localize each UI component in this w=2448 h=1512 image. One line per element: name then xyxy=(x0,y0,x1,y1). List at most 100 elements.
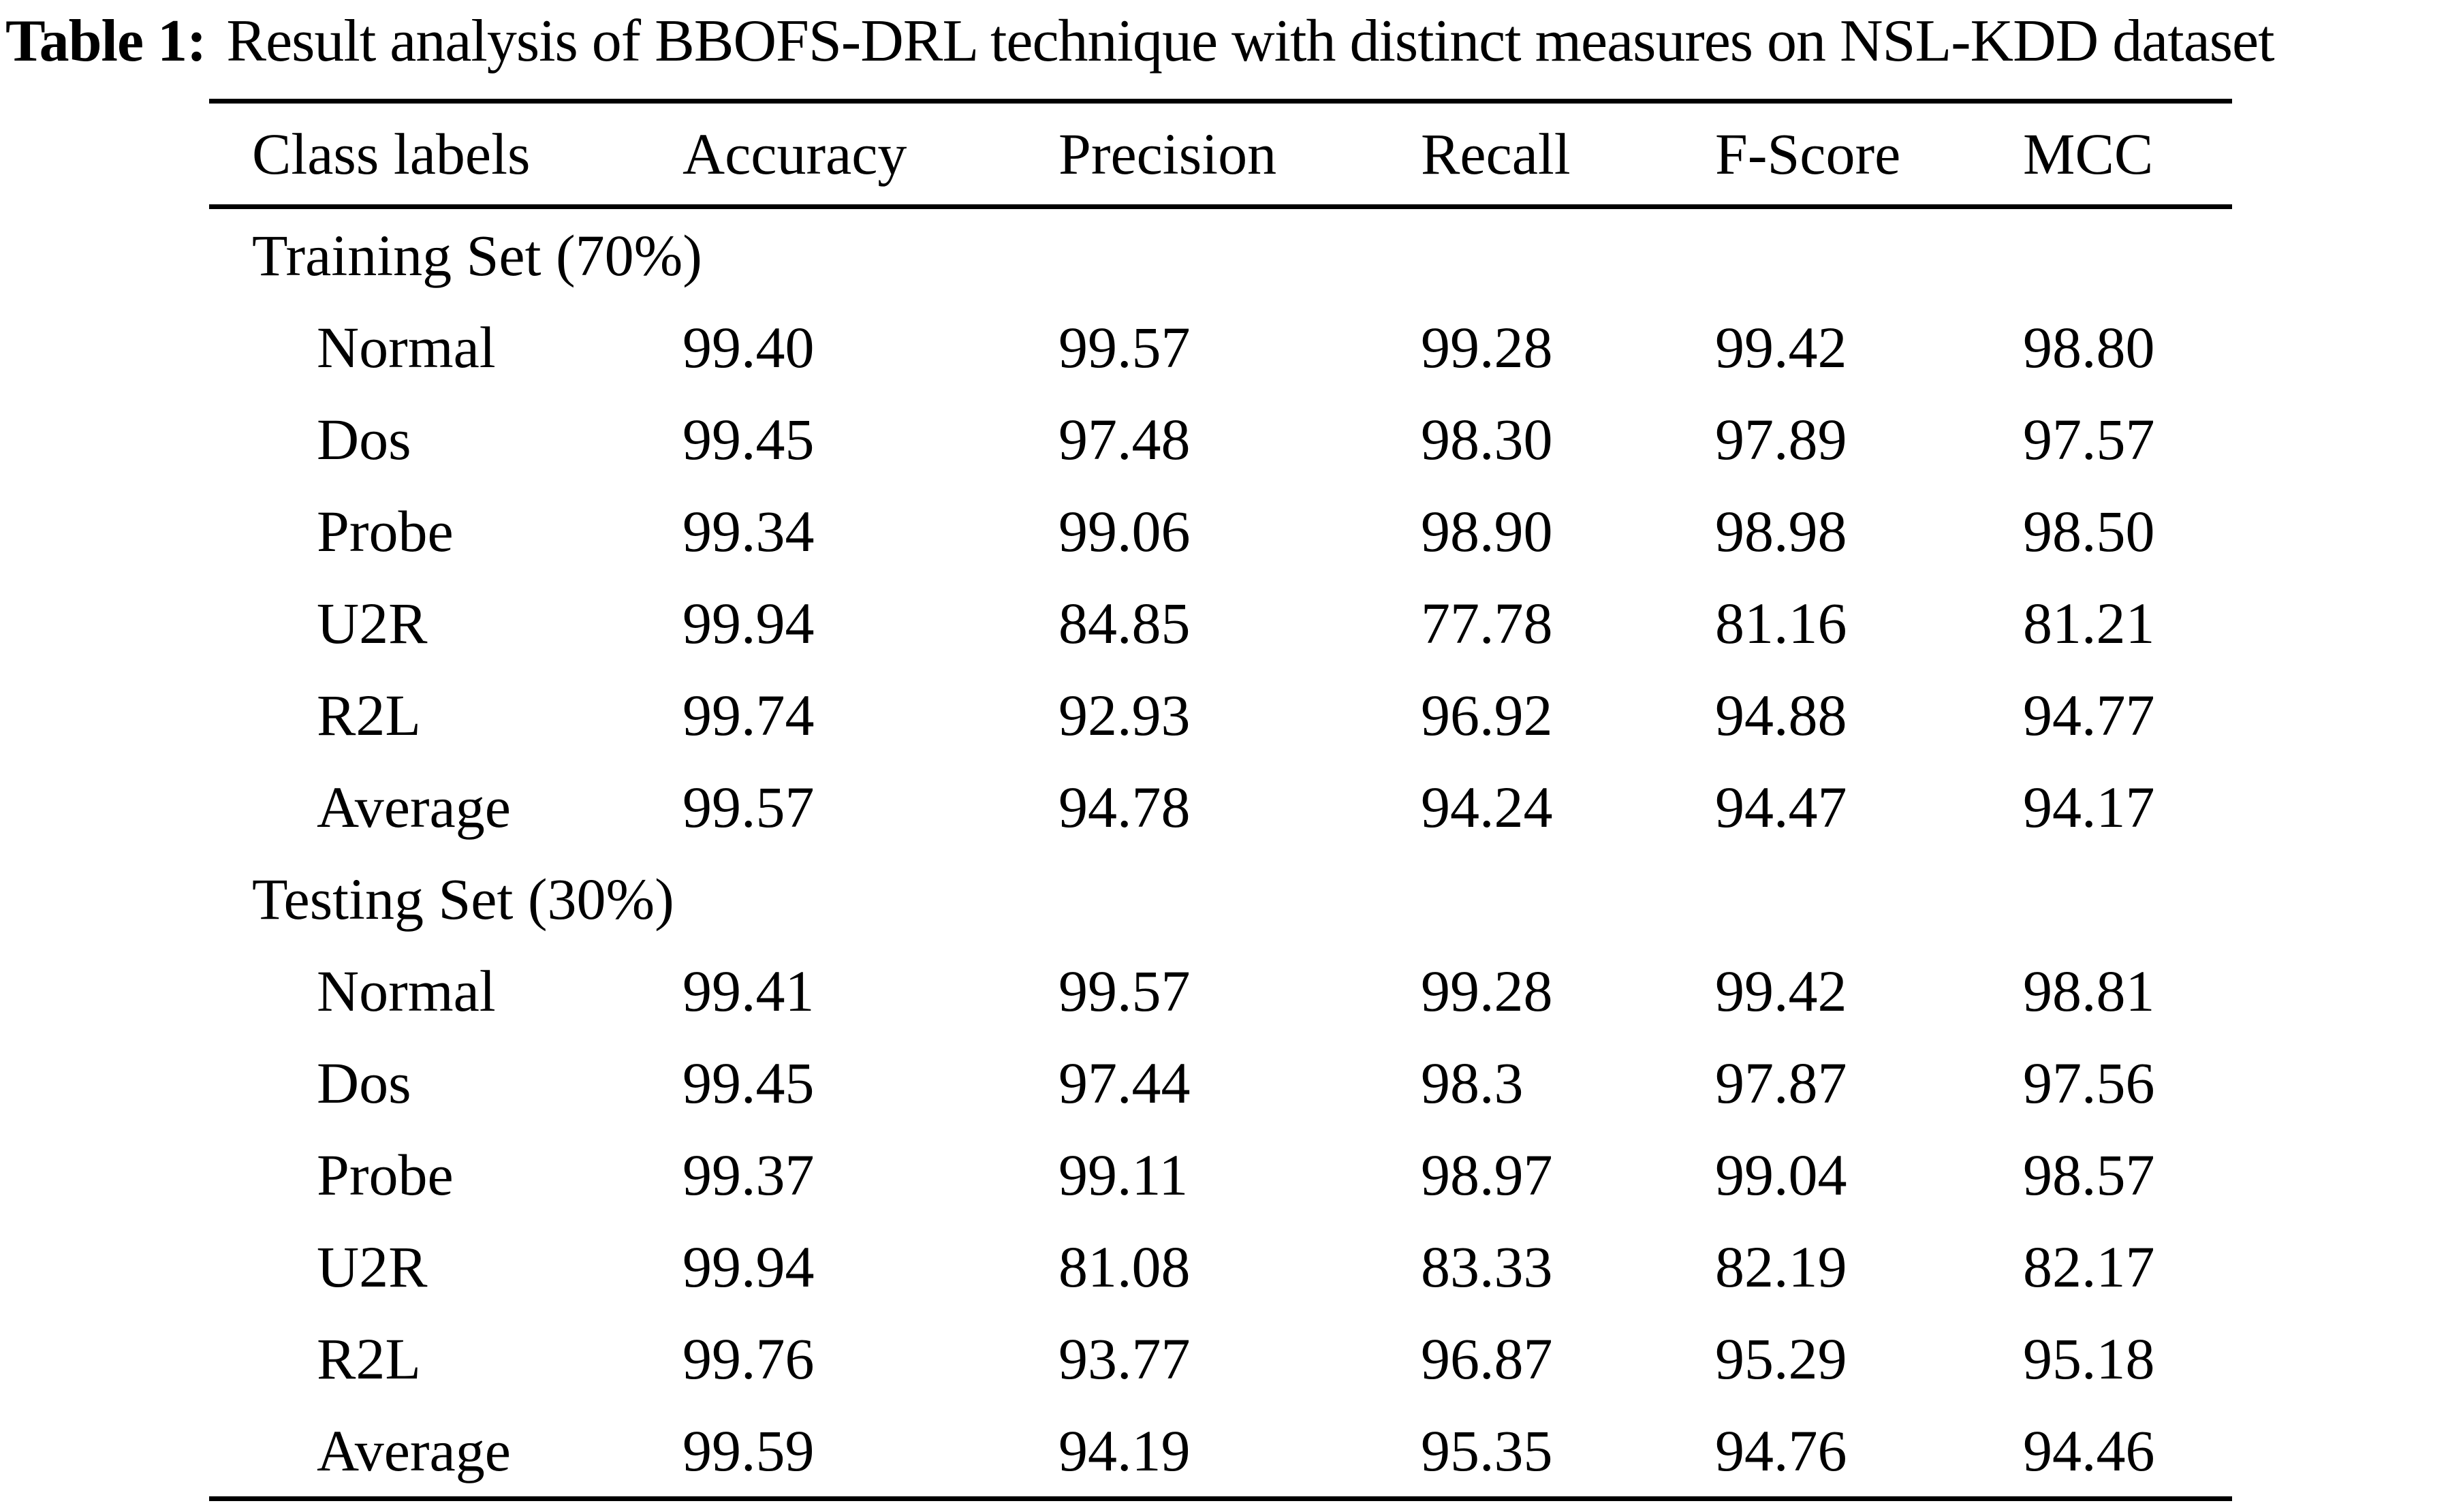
table-row-training-probe: Probe 99.34 99.06 98.90 98.98 98.50 xyxy=(209,485,2232,577)
class-label-cell: R2L xyxy=(317,682,421,748)
section-label-testing: Testing Set (30%) xyxy=(252,866,674,932)
table-header-row: Class labels Accuracy Precision Recall F… xyxy=(209,104,2232,209)
fscore-cell: 94.76 xyxy=(1715,1417,1847,1483)
precision-cell: 99.57 xyxy=(1058,958,1191,1024)
precision-cell: 81.08 xyxy=(1058,1233,1191,1300)
accuracy-cell: 99.76 xyxy=(682,1325,815,1391)
precision-cell: 97.44 xyxy=(1058,1050,1191,1116)
class-label-cell: Dos xyxy=(317,406,411,472)
accuracy-cell: 99.94 xyxy=(682,1233,815,1300)
fscore-cell: 82.19 xyxy=(1715,1233,1847,1300)
class-label-cell: Probe xyxy=(317,498,454,564)
class-label-cell: U2R xyxy=(317,590,428,656)
table-caption: Table 1: Result analysis of BBOFS-DRL tec… xyxy=(5,7,2275,76)
mcc-cell: 98.57 xyxy=(2023,1141,2155,1208)
column-header-class-labels: Class labels xyxy=(252,121,531,187)
mcc-cell: 94.17 xyxy=(2023,774,2155,840)
recall-cell: 98.3 xyxy=(1421,1050,1524,1116)
table-row-training-average: Average 99.57 94.78 94.24 94.47 94.17 xyxy=(209,761,2232,853)
table-row-training-normal: Normal 99.40 99.57 99.28 99.42 98.80 xyxy=(209,301,2232,393)
mcc-cell: 94.46 xyxy=(2023,1417,2155,1483)
mcc-cell: 97.57 xyxy=(2023,406,2155,472)
mcc-cell: 98.81 xyxy=(2023,958,2155,1024)
section-row-testing: Testing Set (30%) xyxy=(209,853,2232,945)
mcc-cell: 98.50 xyxy=(2023,498,2155,564)
accuracy-cell: 99.57 xyxy=(682,774,815,840)
accuracy-cell: 99.41 xyxy=(682,958,815,1024)
fscore-cell: 97.89 xyxy=(1715,406,1847,472)
recall-cell: 95.35 xyxy=(1421,1417,1553,1483)
table-row-testing-normal: Normal 99.41 99.57 99.28 99.42 98.81 xyxy=(209,945,2232,1037)
accuracy-cell: 99.45 xyxy=(682,406,815,472)
mcc-cell: 97.56 xyxy=(2023,1050,2155,1116)
fscore-cell: 99.42 xyxy=(1715,314,1847,380)
recall-cell: 96.87 xyxy=(1421,1325,1553,1391)
precision-cell: 94.78 xyxy=(1058,774,1191,840)
recall-cell: 98.30 xyxy=(1421,406,1553,472)
table-row-testing-u2r: U2R 99.94 81.08 83.33 82.19 82.17 xyxy=(209,1220,2232,1312)
mcc-cell: 94.77 xyxy=(2023,682,2155,748)
table-row-training-dos: Dos 99.45 97.48 98.30 97.89 97.57 xyxy=(209,393,2232,485)
section-row-training: Training Set (70%) xyxy=(209,209,2232,301)
column-header-precision: Precision xyxy=(1058,121,1277,187)
mcc-cell: 98.80 xyxy=(2023,314,2155,380)
class-label-cell: U2R xyxy=(317,1233,428,1300)
precision-cell: 93.77 xyxy=(1058,1325,1191,1391)
precision-cell: 97.48 xyxy=(1058,406,1191,472)
recall-cell: 99.28 xyxy=(1421,314,1553,380)
class-label-cell: Dos xyxy=(317,1050,411,1116)
column-header-recall: Recall xyxy=(1421,121,1571,187)
precision-cell: 99.06 xyxy=(1058,498,1191,564)
column-header-accuracy: Accuracy xyxy=(682,121,907,187)
fscore-cell: 81.16 xyxy=(1715,590,1847,656)
accuracy-cell: 99.94 xyxy=(682,590,815,656)
class-label-cell: R2L xyxy=(317,1325,421,1391)
fscore-cell: 94.47 xyxy=(1715,774,1847,840)
table-caption-label: Table 1: xyxy=(5,8,206,74)
accuracy-cell: 99.34 xyxy=(682,498,815,564)
recall-cell: 83.33 xyxy=(1421,1233,1553,1300)
class-label-cell: Normal xyxy=(317,958,496,1024)
accuracy-cell: 99.37 xyxy=(682,1141,815,1208)
mcc-cell: 95.18 xyxy=(2023,1325,2155,1391)
recall-cell: 94.24 xyxy=(1421,774,1553,840)
accuracy-cell: 99.74 xyxy=(682,682,815,748)
table-row-testing-dos: Dos 99.45 97.44 98.3 97.87 97.56 xyxy=(209,1037,2232,1129)
accuracy-cell: 99.45 xyxy=(682,1050,815,1116)
table-row-testing-probe: Probe 99.37 99.11 98.97 99.04 98.57 xyxy=(209,1129,2232,1220)
precision-cell: 99.11 xyxy=(1058,1141,1189,1208)
results-table: Class labels Accuracy Precision Recall F… xyxy=(209,99,2232,1501)
table-row-training-u2r: U2R 99.94 84.85 77.78 81.16 81.21 xyxy=(209,577,2232,669)
recall-cell: 99.28 xyxy=(1421,958,1553,1024)
class-label-cell: Average xyxy=(317,774,511,840)
table-caption-text: Result analysis of BBOFS-DRL technique w… xyxy=(226,8,2274,74)
fscore-cell: 99.42 xyxy=(1715,958,1847,1024)
accuracy-cell: 99.59 xyxy=(682,1417,815,1483)
class-label-cell: Normal xyxy=(317,314,496,380)
accuracy-cell: 99.40 xyxy=(682,314,815,380)
recall-cell: 98.90 xyxy=(1421,498,1553,564)
column-header-fscore: F-Score xyxy=(1715,121,1901,187)
precision-cell: 99.57 xyxy=(1058,314,1191,380)
class-label-cell: Probe xyxy=(317,1141,454,1208)
mcc-cell: 82.17 xyxy=(2023,1233,2155,1300)
precision-cell: 84.85 xyxy=(1058,590,1191,656)
recall-cell: 98.97 xyxy=(1421,1141,1553,1208)
fscore-cell: 97.87 xyxy=(1715,1050,1847,1116)
table-row-training-r2l: R2L 99.74 92.93 96.92 94.88 94.77 xyxy=(209,669,2232,761)
table-row-testing-r2l: R2L 99.76 93.77 96.87 95.29 95.18 xyxy=(209,1312,2232,1404)
recall-cell: 96.92 xyxy=(1421,682,1553,748)
fscore-cell: 95.29 xyxy=(1715,1325,1847,1391)
fscore-cell: 99.04 xyxy=(1715,1141,1847,1208)
class-label-cell: Average xyxy=(317,1417,511,1483)
precision-cell: 94.19 xyxy=(1058,1417,1191,1483)
column-header-mcc: MCC xyxy=(2023,121,2154,187)
precision-cell: 92.93 xyxy=(1058,682,1191,748)
table-row-testing-average: Average 99.59 94.19 95.35 94.76 94.46 xyxy=(209,1404,2232,1496)
recall-cell: 77.78 xyxy=(1421,590,1553,656)
fscore-cell: 98.98 xyxy=(1715,498,1847,564)
fscore-cell: 94.88 xyxy=(1715,682,1847,748)
mcc-cell: 81.21 xyxy=(2023,590,2155,656)
section-label-training: Training Set (70%) xyxy=(252,222,702,288)
